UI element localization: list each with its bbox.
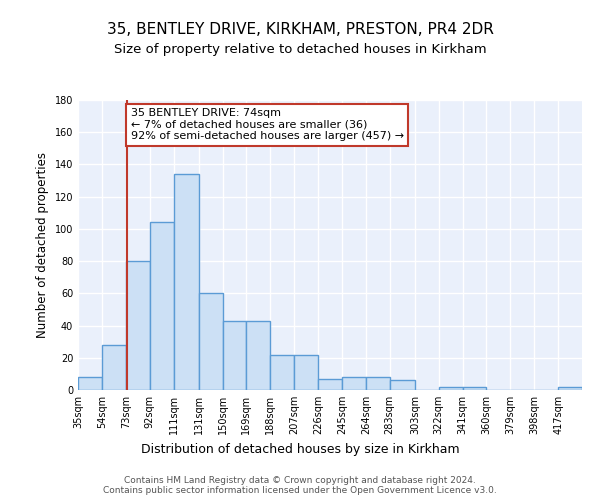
Bar [439, 387, 463, 390]
Bar [294, 354, 318, 390]
Bar [318, 378, 342, 390]
Bar [149, 222, 173, 390]
Bar [270, 354, 294, 390]
Text: 35 BENTLEY DRIVE: 74sqm
← 7% of detached houses are smaller (36)
92% of semi-det: 35 BENTLEY DRIVE: 74sqm ← 7% of detached… [131, 108, 404, 142]
Text: Contains HM Land Registry data © Crown copyright and database right 2024.
Contai: Contains HM Land Registry data © Crown c… [103, 476, 497, 495]
Bar [78, 377, 102, 390]
Bar [199, 294, 223, 390]
Y-axis label: Number of detached properties: Number of detached properties [36, 152, 49, 338]
Bar [342, 377, 366, 390]
Bar [126, 261, 149, 390]
Text: Size of property relative to detached houses in Kirkham: Size of property relative to detached ho… [113, 42, 487, 56]
Bar [247, 320, 270, 390]
Bar [558, 387, 582, 390]
Bar [102, 345, 126, 390]
Bar [366, 377, 390, 390]
Bar [223, 320, 247, 390]
Bar [173, 174, 199, 390]
Bar [390, 380, 415, 390]
Text: 35, BENTLEY DRIVE, KIRKHAM, PRESTON, PR4 2DR: 35, BENTLEY DRIVE, KIRKHAM, PRESTON, PR4… [107, 22, 493, 38]
Text: Distribution of detached houses by size in Kirkham: Distribution of detached houses by size … [140, 442, 460, 456]
Bar [463, 387, 487, 390]
